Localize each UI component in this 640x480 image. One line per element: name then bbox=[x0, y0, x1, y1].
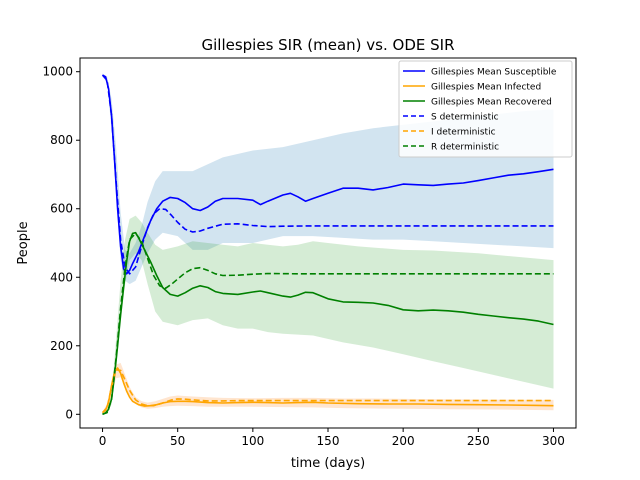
legend-label: Gillespies Mean Recovered bbox=[431, 98, 552, 108]
y-tick-label: 800 bbox=[50, 133, 73, 147]
x-tick-label: 50 bbox=[170, 434, 185, 448]
series-line-5 bbox=[102, 232, 554, 416]
series-line-0 bbox=[102, 74, 554, 275]
legend-box bbox=[398, 60, 573, 158]
series-line-3 bbox=[101, 74, 554, 275]
legend: Gillespies Mean Susceptible Gillespies Me… bbox=[398, 60, 573, 158]
x-tick-label: 250 bbox=[467, 434, 490, 448]
legend-label: R deterministic bbox=[431, 143, 499, 153]
legend-label: Gillespies Mean Infected bbox=[431, 83, 541, 93]
y-tick-label: 400 bbox=[50, 270, 73, 284]
x-axis-ticks: 0 50 100 150 200 250 300 bbox=[99, 428, 565, 448]
x-tick-label: 100 bbox=[241, 434, 264, 448]
band-1 bbox=[102, 215, 554, 415]
series-line-1 bbox=[102, 367, 554, 414]
y-tick-label: 1000 bbox=[42, 65, 73, 79]
series-lines bbox=[101, 74, 554, 416]
y-axis-ticks: 0 200 400 600 800 1000 bbox=[42, 65, 80, 421]
x-tick-label: 0 bbox=[99, 434, 107, 448]
y-tick-label: 0 bbox=[65, 407, 73, 421]
x-tick-label: 150 bbox=[317, 434, 340, 448]
legend-label: Gillespies Mean Susceptible bbox=[431, 68, 557, 78]
series-line-4 bbox=[101, 368, 554, 414]
y-tick-label: 600 bbox=[50, 202, 73, 216]
x-tick-label: 300 bbox=[542, 434, 565, 448]
chart-title: Gillespies SIR (mean) vs. ODE SIR bbox=[201, 36, 454, 54]
y-tick-label: 200 bbox=[50, 339, 73, 353]
y-axis-label: People bbox=[16, 221, 31, 264]
x-axis-label: time (days) bbox=[291, 456, 365, 471]
legend-label: S deterministic bbox=[431, 113, 499, 123]
legend-label: I deterministic bbox=[431, 128, 496, 138]
series-line-2 bbox=[102, 231, 554, 416]
x-tick-label: 200 bbox=[392, 434, 415, 448]
